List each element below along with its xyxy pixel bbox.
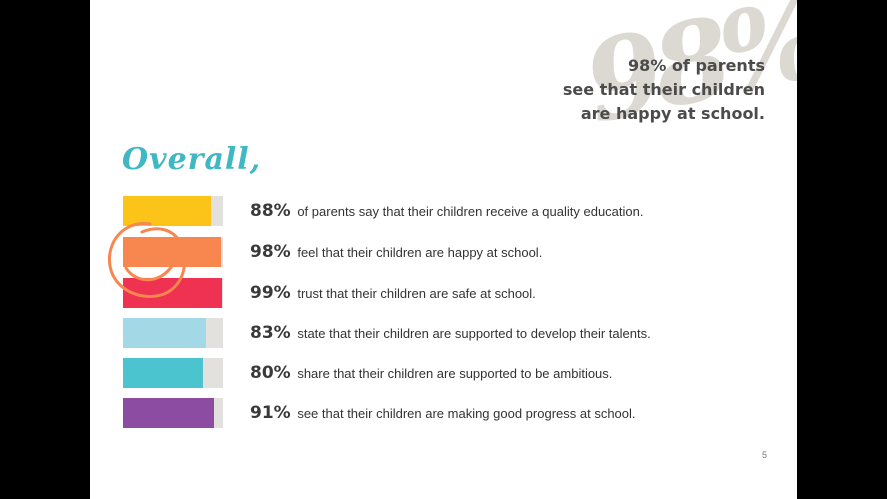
stat-row: 98% feel that their children are happy a…: [123, 237, 723, 267]
stat-description: of parents say that their children recei…: [297, 204, 644, 219]
stat-text: 98% feel that their children are happy a…: [250, 241, 542, 264]
smiley-outline: [107, 222, 187, 298]
overall-heading: Overall,: [122, 142, 262, 177]
stat-bar-track: [123, 278, 223, 308]
stat-percent: 88%: [250, 201, 291, 221]
stat-description: trust that their children are safe at sc…: [297, 286, 536, 301]
stat-text: 99% trust that their children are safe a…: [250, 282, 536, 305]
stat-percent: 98%: [250, 242, 291, 262]
stat-row: 88% of parents say that their children r…: [123, 196, 723, 226]
stat-bar-fill: [123, 278, 222, 308]
page-number: 5: [761, 450, 767, 460]
slide: 98% 98% of parents see that their childr…: [90, 0, 797, 499]
stat-description: see that their children are making good …: [297, 406, 636, 421]
stat-text: 88% of parents say that their children r…: [250, 200, 643, 223]
smiley-right-eye: [152, 238, 166, 246]
callout-line-3: are happy at school.: [580, 104, 765, 123]
stat-description: feel that their children are happy at sc…: [297, 245, 543, 260]
callout-line-2: see that their children: [562, 80, 765, 99]
stat-bar-fill: [123, 358, 203, 388]
stat-bar-track: [123, 196, 223, 226]
callout-line-1: 98% of parents: [628, 56, 765, 75]
stat-row: 99% trust that their children are safe a…: [123, 278, 723, 308]
stat-row: 83% state that their children are suppor…: [123, 318, 723, 348]
stat-bar-fill: [123, 318, 206, 348]
stat-bar-track: [123, 237, 223, 267]
stat-row: 80% share that their children are suppor…: [123, 358, 723, 388]
stat-text: 83% state that their children are suppor…: [250, 322, 651, 345]
stat-bar-fill: [123, 237, 221, 267]
smiley-mouth: [124, 264, 174, 282]
stat-bar-fill: [123, 196, 211, 226]
stat-percent: 99%: [250, 283, 291, 303]
stat-percent: 83%: [250, 323, 291, 343]
stat-description: state that their children are supported …: [297, 326, 651, 341]
stat-text: 80% share that their children are suppor…: [250, 362, 612, 385]
smiley-left-eye: [130, 242, 144, 250]
stat-percent: 80%: [250, 363, 291, 383]
stat-bar-track: [123, 358, 223, 388]
stat-percent: 91%: [250, 403, 291, 423]
stat-bar-track: [123, 318, 223, 348]
stat-row: 91% see that their children are making g…: [123, 398, 723, 428]
callout-text: 98% of parents see that their children a…: [563, 54, 765, 126]
smiley-strokes: [107, 222, 187, 298]
stat-bar-track: [123, 398, 223, 428]
smiley-face-icon: [107, 222, 187, 298]
stat-description: share that their children are supported …: [297, 366, 613, 381]
stat-text: 91% see that their children are making g…: [250, 402, 636, 425]
stat-bar-fill: [123, 398, 214, 428]
